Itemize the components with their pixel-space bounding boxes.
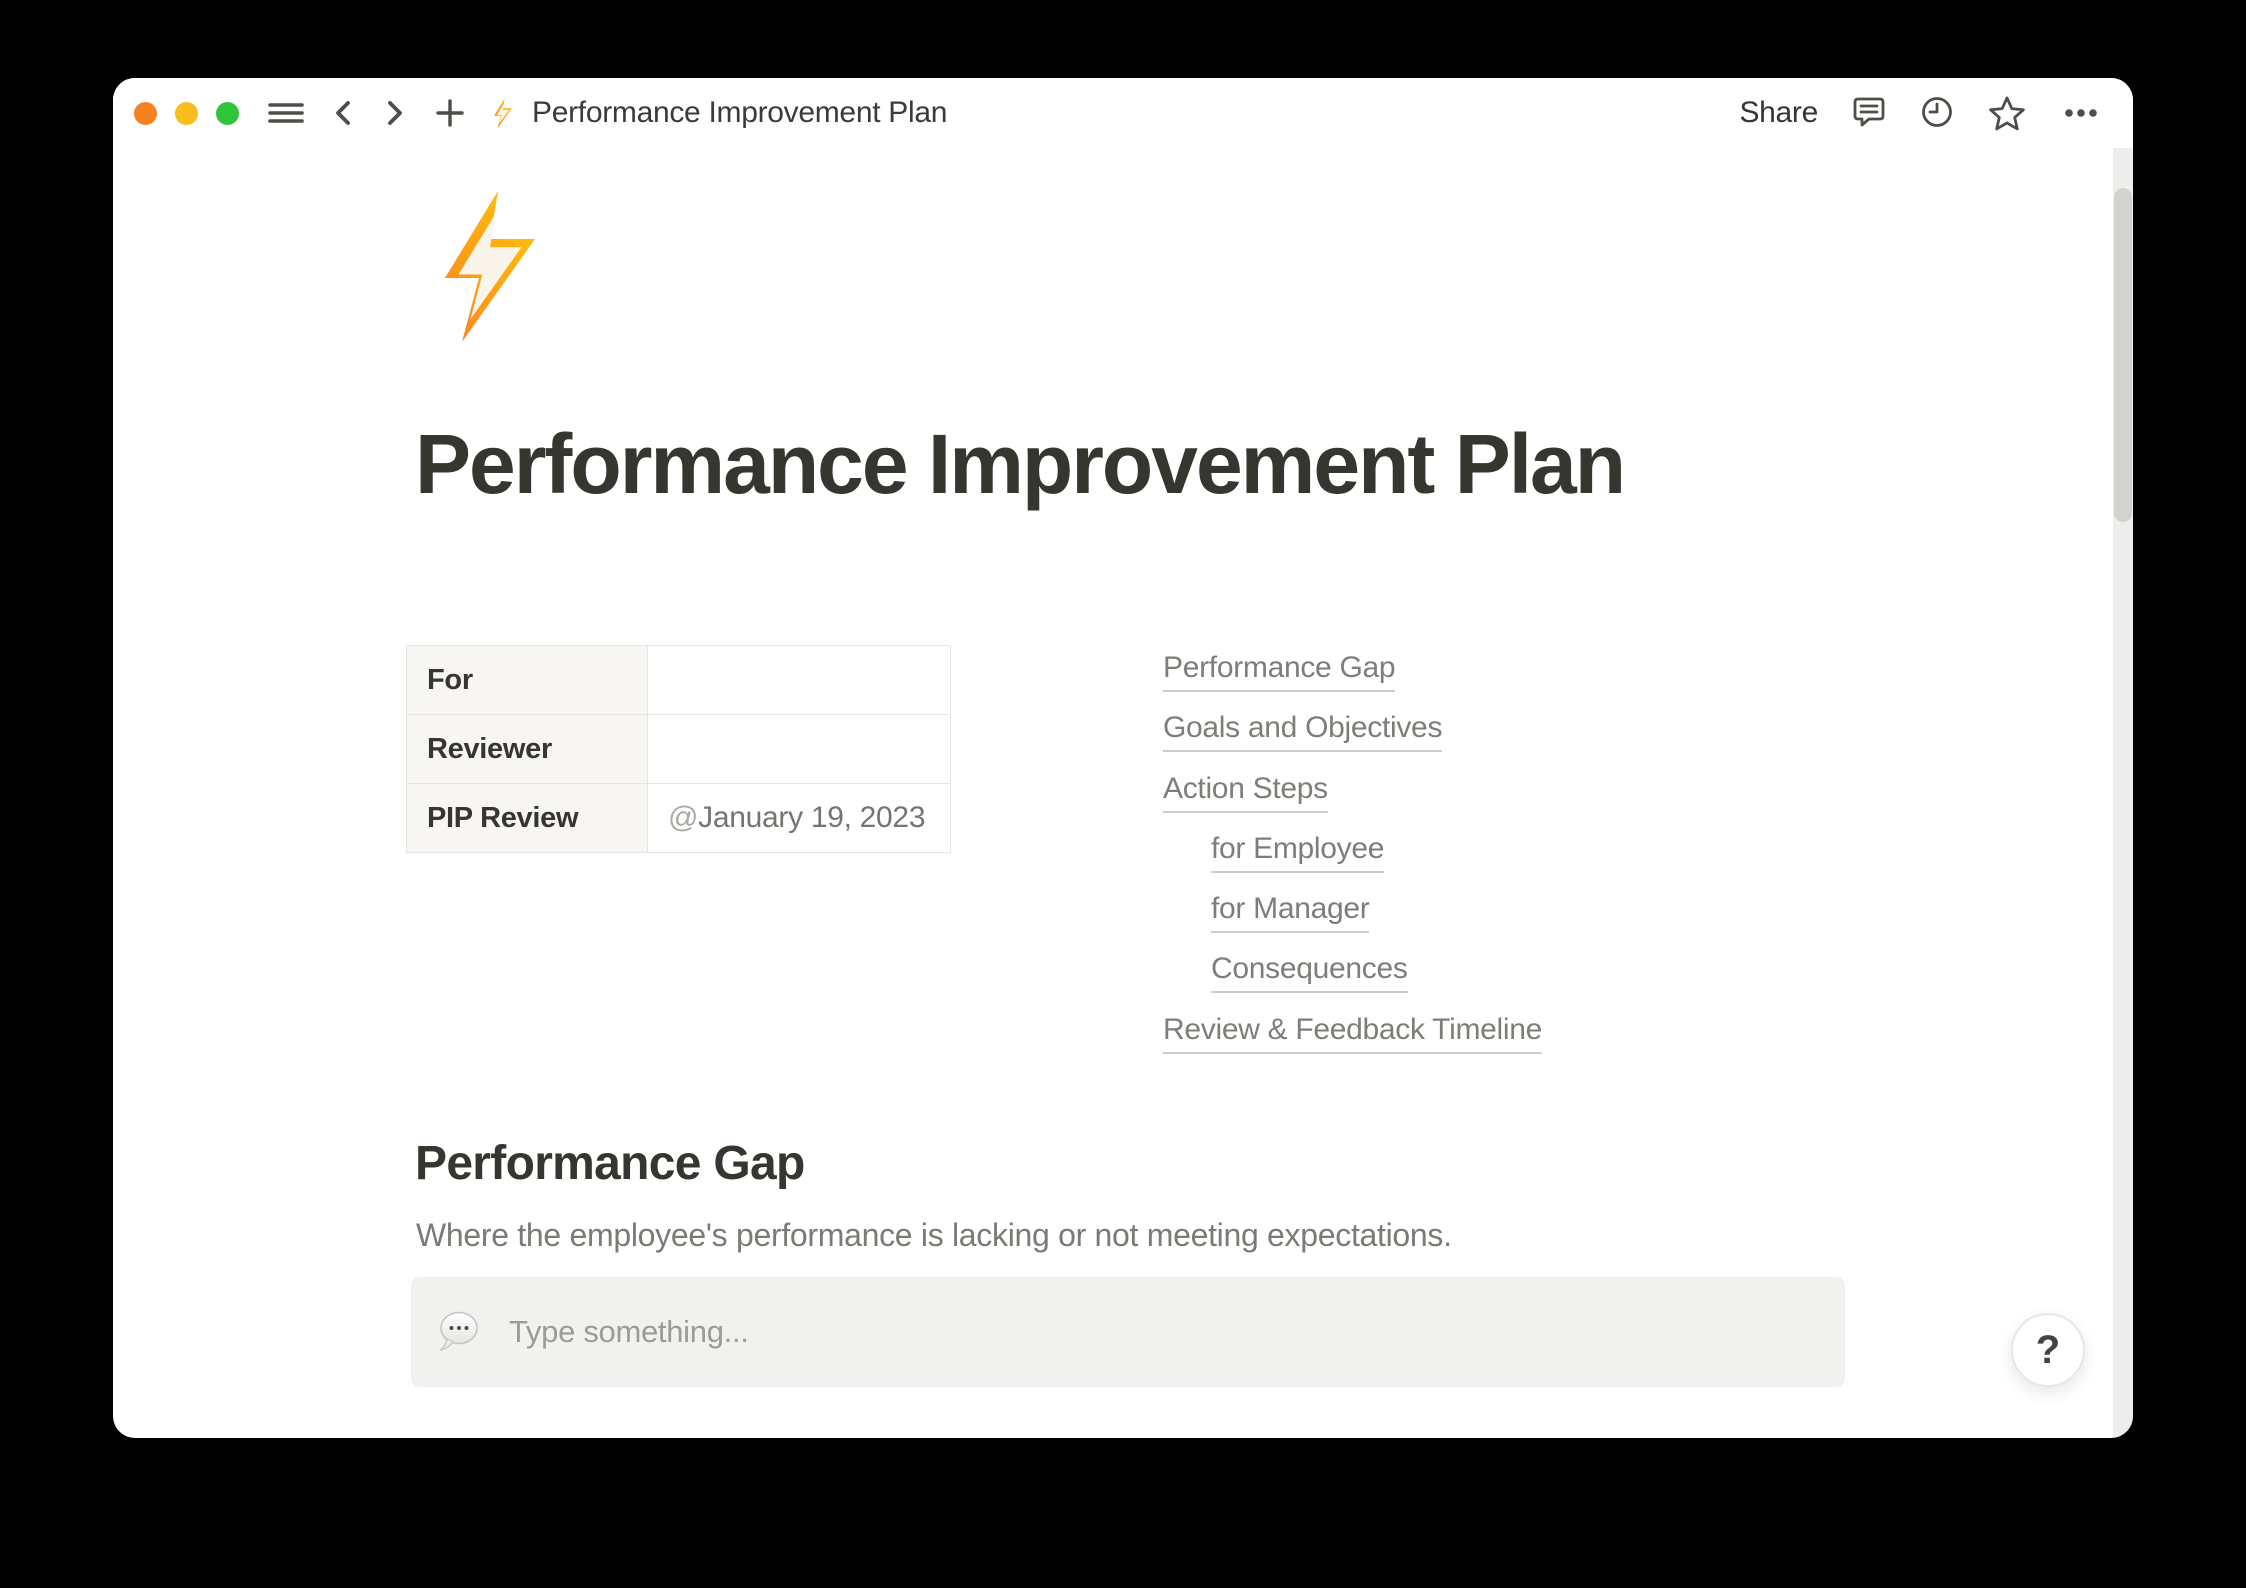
app-window: Performance Improvement Plan Share [113,78,2133,1438]
toc-link-consequences[interactable]: Consequences [1211,952,1408,994]
table-of-contents: Performance Gap Goals and Objectives Act… [1163,651,1542,1073]
breadcrumb-page-title[interactable]: Performance Improvement Plan [532,96,948,129]
zoom-window-button[interactable] [216,101,239,125]
minimize-window-button[interactable] [175,101,198,125]
property-value-pip-review[interactable]: @January 19, 2023 [647,783,951,853]
section-description: Where the employee's performance is lack… [416,1217,1452,1253]
section-heading-performance-gap: Performance Gap [415,1137,805,1190]
breadcrumb-page-lightning-icon[interactable] [492,98,514,129]
date-mention-text: January 19, 2023 [698,801,926,834]
toc-link-review-feedback-timeline[interactable]: Review & Feedback Timeline [1163,1013,1542,1054]
toc-item: for Manager [1163,892,1542,952]
toc-link-action-steps[interactable]: Action Steps [1163,772,1328,813]
toc-item: Consequences [1163,952,1542,1012]
close-window-button[interactable] [134,101,157,125]
date-mention-at-sign: @ [668,801,699,834]
toc-item: Review & Feedback Timeline [1163,1013,1542,1073]
toc-item: Performance Gap [1163,651,1542,711]
comments-icon[interactable] [1852,94,1886,132]
page-lightning-emoji-icon[interactable] [435,188,545,345]
toolbar: Performance Improvement Plan Share [113,78,2133,148]
property-value-reviewer[interactable] [647,714,951,784]
page-title[interactable]: Performance Improvement Plan [415,417,1626,511]
property-label-reviewer[interactable]: Reviewer [406,714,648,784]
toc-item: for Employee [1163,832,1542,892]
table-row: Reviewer [406,714,951,784]
page-history-clock-icon[interactable] [1920,94,1954,132]
help-question-mark: ? [2035,1327,2061,1372]
text-input-block[interactable]: Type something... [411,1277,1845,1387]
traffic-lights [134,101,239,125]
back-icon[interactable] [330,96,356,130]
forward-icon[interactable] [382,96,408,130]
properties-table: For Reviewer PIP Review @January 19, 202… [406,645,951,853]
speech-balloon-emoji-icon [437,1310,481,1354]
toc-link-for-manager[interactable]: for Manager [1211,892,1370,934]
scrollbar-track[interactable] [2113,148,2133,1438]
new-page-plus-icon[interactable] [434,96,466,130]
table-row: For [406,645,951,715]
favorite-star-icon[interactable] [1988,94,2026,132]
help-button[interactable]: ? [2011,1313,2085,1387]
sidebar-menu-icon[interactable] [268,96,304,130]
property-value-for[interactable] [647,645,951,715]
toc-link-goals-and-objectives[interactable]: Goals and Objectives [1163,711,1442,753]
scrollbar-thumb[interactable] [2114,188,2132,522]
toc-link-performance-gap[interactable]: Performance Gap [1163,651,1396,692]
property-label-for[interactable]: For [406,645,648,715]
property-label-pip-review[interactable]: PIP Review [406,783,648,853]
table-row: PIP Review @January 19, 2023 [406,783,951,853]
toc-item: Goals and Objectives [1163,711,1542,771]
input-placeholder: Type something... [509,1314,749,1349]
toc-item: Action Steps [1163,772,1542,832]
toc-link-for-employee[interactable]: for Employee [1211,832,1384,873]
share-button[interactable]: Share [1739,96,1818,129]
more-options-ellipsis-icon[interactable] [2060,94,2102,132]
